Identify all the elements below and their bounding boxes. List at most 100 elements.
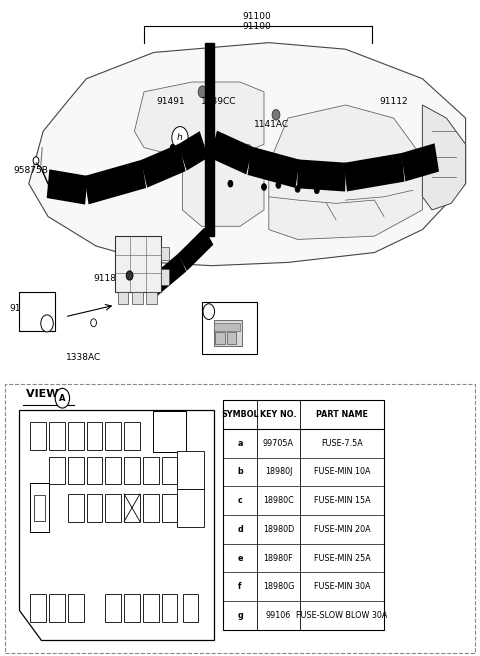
Bar — [118, 292, 128, 304]
Bar — [146, 292, 157, 304]
Text: b: b — [111, 432, 116, 441]
Circle shape — [247, 155, 252, 162]
Bar — [177, 451, 204, 489]
Polygon shape — [134, 82, 264, 157]
Circle shape — [276, 182, 281, 188]
Polygon shape — [269, 105, 422, 239]
Text: g: g — [237, 611, 243, 620]
Text: f: f — [168, 503, 171, 512]
Circle shape — [55, 388, 70, 408]
Text: a: a — [55, 432, 60, 441]
Polygon shape — [297, 159, 346, 192]
Circle shape — [262, 184, 266, 190]
Text: g: g — [188, 503, 193, 512]
Text: d: d — [237, 525, 243, 534]
Bar — [105, 494, 121, 522]
Text: c: c — [36, 432, 40, 441]
Text: a: a — [36, 604, 41, 613]
Bar — [202, 302, 257, 354]
Text: d: d — [148, 466, 153, 475]
Text: 91959B: 91959B — [9, 304, 44, 313]
Text: c: c — [93, 503, 96, 512]
Bar — [68, 594, 84, 622]
Text: 99106: 99106 — [266, 611, 291, 620]
Polygon shape — [205, 43, 214, 157]
Circle shape — [126, 271, 133, 280]
Bar — [68, 457, 84, 484]
Text: c: c — [238, 496, 242, 505]
Bar — [49, 457, 65, 484]
Polygon shape — [29, 43, 466, 266]
Bar — [105, 594, 121, 622]
Circle shape — [228, 153, 233, 159]
Polygon shape — [178, 131, 208, 171]
Bar — [161, 269, 169, 285]
Text: e: e — [237, 554, 243, 562]
Bar — [34, 495, 45, 521]
Text: a: a — [237, 439, 243, 447]
Text: A: A — [59, 394, 66, 403]
Text: 1338AC: 1338AC — [66, 353, 102, 362]
Text: a: a — [92, 466, 97, 475]
Text: a: a — [73, 604, 78, 613]
Text: 18980D: 18980D — [263, 525, 294, 534]
Bar — [132, 292, 143, 304]
Text: 91112: 91112 — [379, 97, 408, 106]
Bar — [68, 422, 84, 450]
Circle shape — [172, 127, 188, 149]
Text: VIEW: VIEW — [26, 389, 63, 399]
Bar — [143, 494, 158, 522]
Bar — [143, 457, 158, 484]
Bar — [143, 594, 158, 622]
Text: 91491: 91491 — [156, 97, 185, 106]
Text: FUSE-MIN 25A: FUSE-MIN 25A — [313, 554, 371, 562]
Bar — [124, 494, 140, 522]
Polygon shape — [422, 105, 466, 210]
Bar — [161, 247, 169, 260]
Polygon shape — [84, 159, 146, 205]
Circle shape — [170, 144, 175, 151]
Text: FUSE-SLOW BLOW 30A: FUSE-SLOW BLOW 30A — [296, 611, 388, 620]
Text: a: a — [111, 604, 116, 613]
Bar — [115, 236, 161, 292]
Text: PART NAME: PART NAME — [316, 410, 368, 419]
Text: a: a — [73, 503, 78, 512]
Text: b: b — [73, 432, 78, 441]
Text: a: a — [167, 604, 172, 613]
Bar — [86, 422, 103, 450]
Text: 91188: 91188 — [94, 274, 122, 283]
Text: e: e — [167, 466, 172, 475]
Circle shape — [286, 164, 290, 171]
Text: 18980C: 18980C — [263, 496, 294, 505]
Text: 18980G: 18980G — [263, 583, 294, 591]
Text: SYMBOL: SYMBOL — [221, 410, 259, 419]
Polygon shape — [344, 153, 405, 192]
Bar — [124, 457, 140, 484]
Text: a: a — [73, 466, 78, 475]
Bar — [68, 494, 84, 522]
Circle shape — [295, 186, 300, 192]
Bar — [215, 332, 225, 344]
Text: 1339CC: 1339CC — [201, 97, 236, 106]
Polygon shape — [182, 144, 264, 226]
Text: d: d — [148, 503, 153, 512]
Text: a: a — [55, 466, 60, 475]
Bar — [31, 422, 46, 450]
Text: c: c — [55, 604, 59, 613]
Polygon shape — [47, 169, 88, 205]
Text: KEY NO.: KEY NO. — [260, 410, 297, 419]
Polygon shape — [141, 144, 186, 188]
Text: 95235C: 95235C — [220, 318, 255, 327]
Bar — [153, 411, 186, 452]
Circle shape — [199, 149, 204, 155]
Bar — [5, 384, 475, 653]
Text: a: a — [130, 604, 134, 613]
Bar — [227, 332, 236, 344]
Circle shape — [203, 304, 215, 319]
Polygon shape — [248, 146, 300, 188]
Text: 18980F: 18980F — [264, 554, 293, 562]
Circle shape — [314, 187, 319, 194]
Bar — [161, 457, 178, 484]
Circle shape — [33, 157, 39, 165]
Text: c: c — [111, 503, 115, 512]
